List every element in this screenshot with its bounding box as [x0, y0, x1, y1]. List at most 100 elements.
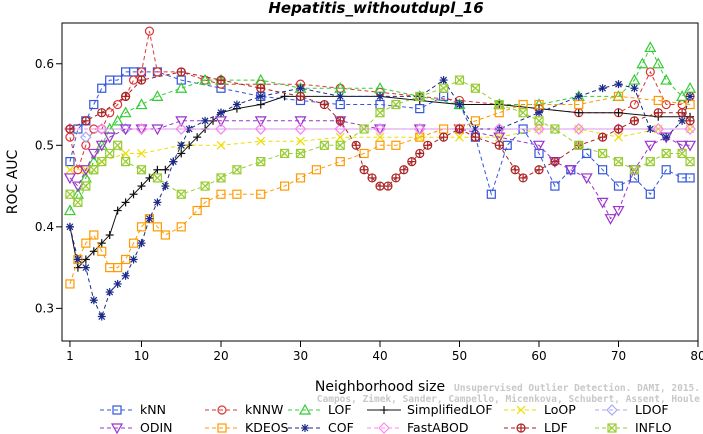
data-point [375, 108, 385, 118]
data-point [470, 132, 480, 142]
legend-item-lof: LOF [288, 402, 352, 417]
data-point [574, 92, 583, 101]
data-point [439, 132, 449, 142]
series-line-inflo [69, 79, 691, 204]
data-point [97, 108, 107, 118]
data-point [629, 165, 640, 175]
data-point [81, 263, 90, 272]
series-line-knn [69, 71, 691, 196]
data-point [89, 247, 98, 256]
data-point [200, 181, 210, 191]
data-point [574, 99, 584, 110]
data-point [121, 271, 130, 280]
data-point [111, 114, 124, 126]
data-point [685, 99, 695, 110]
data-point [79, 165, 92, 177]
legend-item-loop: LoOP [504, 402, 576, 417]
data-point [254, 116, 267, 128]
data-point [176, 222, 186, 232]
data-point [645, 157, 655, 167]
data-point [685, 173, 695, 183]
data-point [550, 157, 560, 167]
data-point [677, 108, 687, 118]
data-point [676, 140, 689, 152]
data-point [216, 75, 226, 85]
data-point [652, 123, 665, 135]
data-point [629, 116, 640, 126]
legend-item-knnw: kNNW [205, 402, 283, 417]
legend-marker [217, 423, 227, 433]
data-point [486, 189, 496, 199]
y-tick-label: 0.3 [35, 301, 54, 315]
data-point [120, 157, 131, 167]
data-point [177, 141, 186, 150]
data-point [535, 108, 543, 117]
data-point [175, 123, 188, 135]
data-point [232, 189, 242, 199]
series-line-simplifiedlof [69, 95, 691, 269]
data-point [89, 296, 98, 305]
data-point [113, 140, 123, 150]
data-point [152, 67, 162, 77]
chart-title: Hepatitis_withoutdupl_16 [268, 0, 483, 17]
data-point [645, 189, 655, 199]
data-point [375, 140, 385, 150]
data-point [532, 140, 546, 152]
data-point [280, 181, 290, 191]
data-point [256, 136, 266, 146]
data-point [652, 57, 665, 69]
series-line-kdeos [69, 95, 691, 285]
data-point [280, 148, 290, 159]
data-point [65, 222, 74, 231]
data-point [612, 205, 625, 217]
data-point [376, 92, 384, 101]
data-point [359, 165, 369, 175]
data-point [97, 157, 107, 167]
data-point [597, 132, 608, 142]
data-point [415, 148, 425, 159]
legend-marker [217, 405, 227, 415]
data-point [661, 148, 671, 159]
legend-item-ldf: LDF [504, 420, 568, 434]
x-axis-title: Neighborhood size [315, 379, 445, 395]
data-point [95, 140, 108, 152]
data-point [494, 108, 504, 118]
data-point [636, 57, 649, 69]
legend-marker [110, 423, 124, 434]
data-point [176, 67, 186, 77]
data-point [135, 123, 148, 135]
data-point [97, 83, 107, 93]
legend: kNN kNNW LOF SimplifiedLOF LoOP LDOF ODIN KDEOS… [100, 402, 672, 434]
data-point [373, 81, 387, 93]
data-point [604, 214, 617, 225]
data-point [413, 123, 426, 135]
data-point [89, 99, 99, 110]
data-point [254, 123, 267, 135]
series-inflo [65, 75, 695, 207]
data-point [597, 148, 608, 159]
legend-item-cof: COF [288, 420, 354, 434]
data-point [661, 165, 671, 175]
data-point [201, 116, 210, 125]
x-tick-label: 1 [66, 349, 74, 363]
data-point [572, 123, 585, 135]
data-point [176, 189, 186, 199]
data-point [105, 148, 115, 159]
legend-marker [378, 422, 390, 434]
data-point [216, 189, 226, 199]
data-point [105, 108, 115, 118]
data-point [534, 99, 544, 110]
data-point [119, 106, 132, 118]
data-point [391, 173, 401, 183]
data-point [152, 222, 162, 232]
data-point [137, 182, 146, 191]
legend-label: ODIN [140, 420, 173, 434]
data-point [533, 123, 545, 135]
series-line-knnw [69, 31, 691, 172]
legend-marker [606, 404, 618, 416]
data-point [256, 189, 266, 199]
legend-label: KDEOS [245, 420, 289, 434]
data-point [121, 198, 130, 207]
data-point [614, 132, 623, 142]
